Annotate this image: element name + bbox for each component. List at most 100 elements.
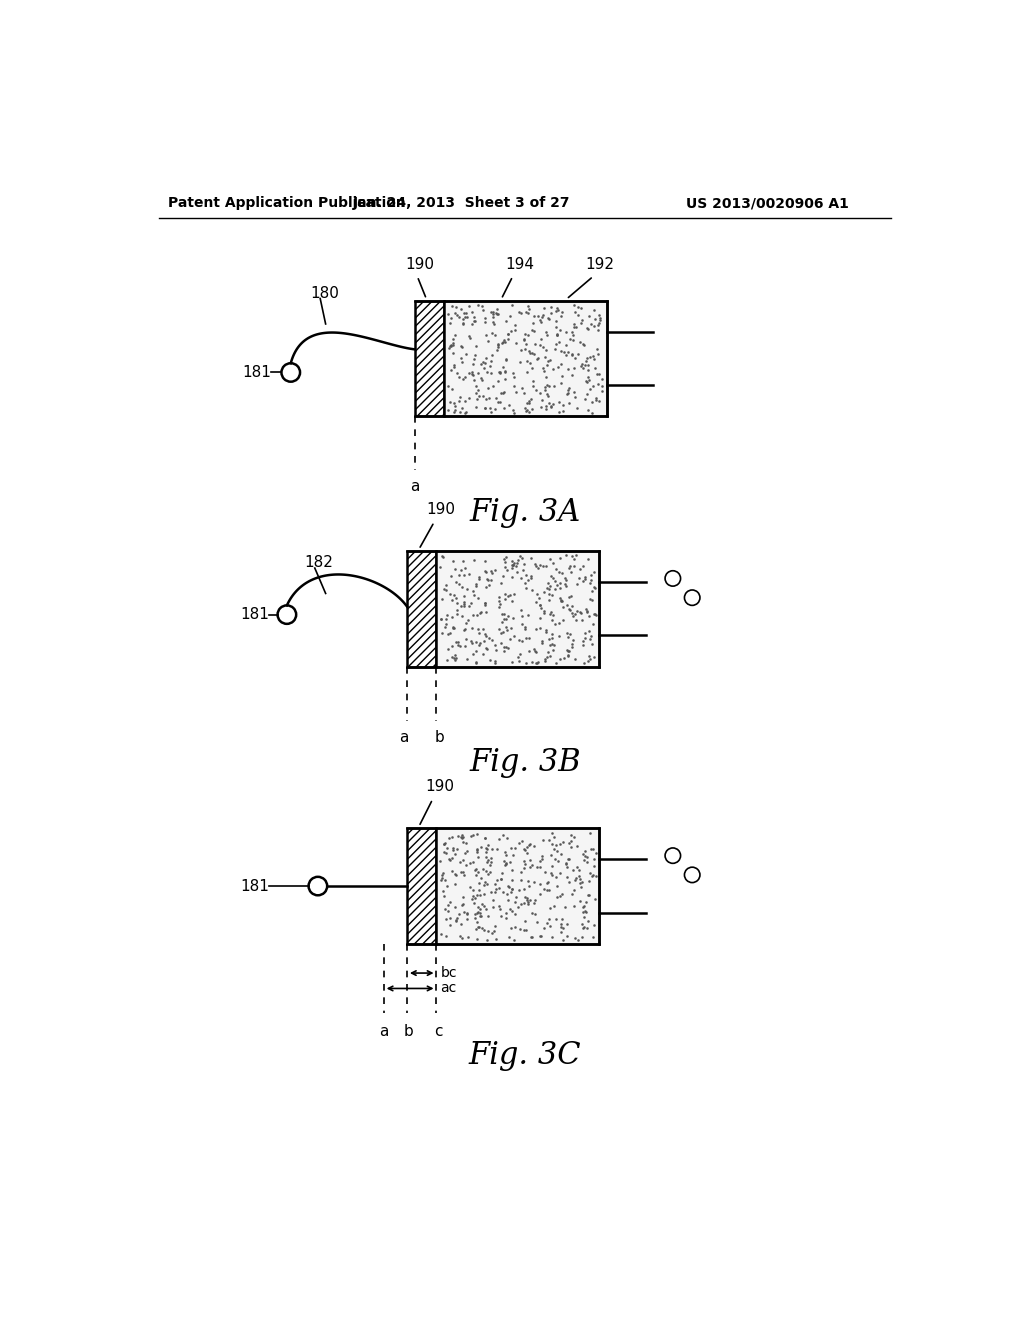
Point	[559, 867, 575, 888]
Point	[539, 355, 555, 376]
Text: c: c	[434, 1024, 442, 1039]
Point	[568, 867, 585, 888]
Point	[494, 333, 510, 354]
Point	[468, 576, 484, 597]
Point	[494, 603, 510, 624]
Point	[466, 306, 482, 327]
Point	[541, 392, 557, 413]
Point	[486, 653, 503, 675]
Point	[433, 924, 450, 945]
Point	[506, 367, 522, 388]
Point	[461, 388, 477, 409]
Point	[551, 612, 567, 634]
Point	[507, 319, 523, 341]
Point	[518, 890, 535, 911]
Text: Fig. 3B: Fig. 3B	[469, 747, 581, 779]
Point	[437, 579, 454, 601]
Point	[523, 399, 540, 420]
Point	[590, 314, 606, 335]
Point	[500, 323, 516, 345]
Point	[478, 576, 495, 597]
Point	[555, 597, 571, 618]
Point	[592, 308, 608, 329]
Point	[507, 903, 523, 924]
Point	[486, 314, 503, 335]
Point	[552, 862, 568, 883]
Point	[574, 334, 591, 355]
Point	[459, 908, 475, 929]
Point	[517, 853, 534, 874]
Point	[437, 842, 454, 863]
Point	[525, 638, 542, 659]
Point	[458, 343, 474, 364]
Point	[441, 335, 458, 356]
Point	[519, 887, 536, 908]
Point	[495, 622, 511, 643]
Point	[549, 574, 565, 595]
Point	[565, 605, 582, 626]
Point	[478, 626, 495, 647]
Point	[577, 568, 593, 589]
Point	[445, 840, 462, 861]
Point	[438, 605, 455, 626]
Point	[457, 403, 473, 424]
Point	[558, 913, 574, 935]
Point	[512, 545, 528, 566]
Point	[468, 631, 484, 652]
Point	[434, 865, 451, 886]
Point	[443, 826, 460, 847]
Text: 181: 181	[241, 879, 269, 894]
Point	[563, 364, 580, 385]
Point	[484, 306, 501, 327]
Point	[583, 569, 599, 590]
Point	[490, 304, 507, 325]
Point	[459, 841, 475, 862]
Point	[529, 557, 546, 578]
Point	[536, 917, 552, 939]
Point	[453, 826, 469, 847]
Point	[444, 616, 461, 638]
Point	[470, 916, 486, 937]
Point	[536, 360, 552, 381]
Point	[542, 916, 558, 937]
Point	[543, 843, 559, 865]
Point	[487, 387, 504, 408]
Point	[548, 867, 564, 888]
Point	[542, 645, 558, 667]
Point	[486, 873, 503, 894]
Point	[534, 847, 550, 869]
Point	[503, 917, 519, 939]
Point	[446, 356, 463, 378]
Point	[553, 913, 569, 935]
Point	[470, 896, 486, 917]
Point	[452, 925, 468, 946]
Point	[565, 294, 582, 315]
Point	[474, 917, 490, 939]
Point	[496, 329, 512, 350]
Point	[516, 850, 532, 871]
Point	[541, 309, 557, 330]
Point	[585, 590, 601, 611]
Point	[544, 585, 560, 606]
Point	[526, 890, 543, 911]
Point	[493, 573, 509, 594]
Point	[540, 350, 556, 371]
Point	[486, 325, 503, 346]
Point	[549, 850, 565, 871]
Point	[453, 348, 469, 370]
Point	[494, 862, 510, 883]
Point	[454, 397, 470, 418]
Point	[464, 632, 480, 653]
Point	[517, 323, 534, 345]
Point	[475, 883, 492, 904]
Point	[586, 855, 602, 876]
Point	[476, 358, 493, 379]
Point	[561, 378, 578, 399]
Point	[580, 400, 596, 421]
Point	[464, 301, 480, 322]
Point	[562, 825, 579, 846]
Point	[516, 329, 532, 350]
Point	[465, 886, 481, 907]
Point	[487, 651, 504, 672]
Point	[553, 301, 569, 322]
